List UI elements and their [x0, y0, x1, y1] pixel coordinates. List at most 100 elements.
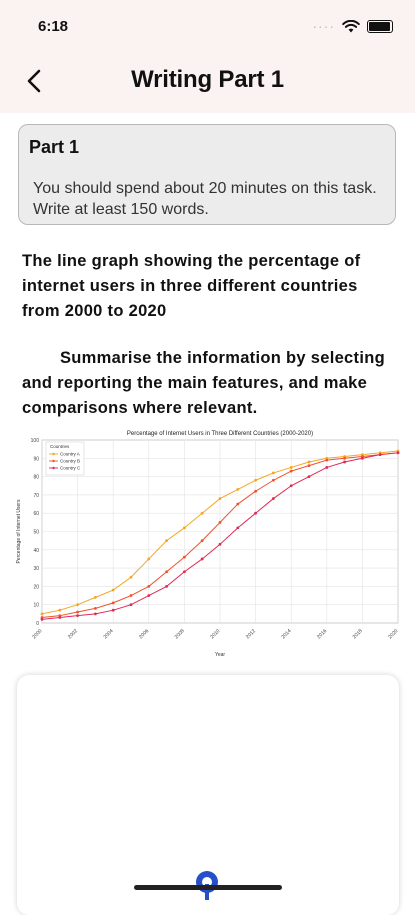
y-tick-label: 70	[33, 493, 39, 499]
data-point	[236, 502, 240, 506]
cellular-signal-icon: ····	[312, 18, 335, 34]
data-point	[94, 606, 97, 610]
data-point	[307, 475, 311, 478]
data-point	[94, 612, 97, 616]
y-tick-label: 90	[33, 456, 39, 462]
data-point	[129, 603, 133, 607]
data-point	[289, 469, 293, 473]
data-point	[58, 616, 62, 619]
legend-marker	[52, 466, 55, 470]
x-tick-label: 2018	[352, 628, 364, 640]
legend-entry: Country A	[60, 452, 80, 457]
data-point	[378, 453, 382, 457]
navigation-bar: 6:18 ···· Writing Part 1	[0, 0, 415, 113]
page-title: Writing Part 1	[131, 66, 284, 93]
x-tick-label: 2012	[245, 628, 257, 640]
legend-entry: Country C	[60, 466, 81, 471]
data-point	[307, 464, 311, 468]
data-point	[200, 557, 204, 561]
data-point	[147, 557, 151, 561]
data-point	[289, 484, 293, 488]
data-point	[165, 585, 169, 588]
legend-entry: Country B	[60, 459, 80, 464]
x-tick-label: 2002	[67, 628, 79, 640]
task-prompt: The line graph showing the percentage of…	[22, 252, 361, 320]
data-point	[147, 585, 151, 588]
y-tick-label: 100	[31, 438, 40, 444]
home-indicator	[134, 885, 282, 890]
data-point	[218, 520, 222, 524]
data-point	[76, 614, 79, 618]
y-tick-label: 0	[36, 621, 39, 627]
legend-title: Countries	[50, 444, 70, 449]
y-tick-label: 30	[33, 566, 39, 572]
x-tick-label: 2016	[316, 628, 328, 640]
x-tick-label: 2010	[209, 628, 221, 640]
chart-title: Percentage of Internet Users in Three Di…	[127, 431, 313, 437]
y-tick-label: 20	[33, 584, 39, 590]
data-point	[76, 603, 79, 607]
data-point	[307, 460, 311, 464]
x-tick-label: 2014	[281, 628, 293, 640]
y-tick-label: 80	[33, 475, 39, 481]
data-point	[129, 575, 133, 579]
data-point	[111, 601, 115, 605]
y-tick-label: 50	[33, 530, 39, 536]
task-info-card: Part 1 You should spend about 20 minutes…	[18, 124, 396, 225]
wifi-icon	[342, 19, 360, 32]
data-point	[40, 612, 44, 616]
data-point	[218, 542, 222, 546]
x-tick-label: 2000	[31, 628, 43, 640]
data-point	[343, 460, 346, 464]
line-chart: 0 10 20 30 40 50 60 70 80 90 100 2000 2002 2004 2006 20…	[16, 431, 400, 658]
instruction-text: Summarise the information by selecting a…	[22, 349, 385, 417]
legend-marker	[52, 459, 55, 463]
data-point	[200, 539, 204, 543]
battery-icon	[367, 19, 393, 33]
data-point	[272, 471, 275, 475]
x-axis-label: Year	[215, 652, 225, 658]
status-icons: ····	[312, 18, 393, 34]
y-tick-label: 60	[33, 511, 39, 517]
data-point	[272, 478, 275, 482]
back-chevron-icon[interactable]	[20, 64, 50, 98]
status-time: 6:18	[38, 18, 69, 35]
data-point	[111, 588, 115, 592]
y-tick-label: 40	[33, 548, 39, 554]
data-point	[94, 595, 97, 599]
data-point	[218, 497, 222, 500]
data-point	[129, 594, 133, 597]
y-axis-label: Percentage of Internet Users	[16, 499, 22, 563]
legend-box	[45, 441, 85, 476]
data-point	[147, 594, 151, 597]
data-point	[254, 511, 257, 515]
legend-marker	[52, 452, 55, 456]
x-tick-label: 2006	[138, 628, 150, 640]
data-point	[183, 555, 186, 559]
data-point	[165, 539, 169, 543]
data-point	[165, 570, 169, 574]
data-point	[343, 456, 346, 460]
text-cursor-handle-icon[interactable]	[192, 862, 222, 900]
data-point	[40, 617, 44, 621]
data-point	[200, 511, 204, 515]
data-point	[183, 570, 186, 574]
y-tick-label: 10	[33, 603, 39, 609]
data-point	[289, 466, 293, 469]
part-title: Part 1	[29, 137, 80, 157]
data-point	[325, 466, 329, 469]
x-tick-label: 2004	[103, 628, 115, 640]
data-point	[254, 478, 257, 482]
data-point	[236, 488, 240, 491]
x-tick-label: 2008	[174, 628, 186, 640]
data-point	[272, 497, 275, 500]
data-point	[396, 451, 400, 455]
task-instruction: Summarise the information by selecting a…	[22, 346, 402, 421]
data-point	[183, 526, 186, 530]
data-point	[111, 608, 115, 612]
data-point	[236, 526, 240, 530]
data-point	[76, 610, 79, 614]
data-point	[254, 489, 257, 493]
data-point	[325, 458, 329, 462]
data-point	[58, 608, 62, 612]
